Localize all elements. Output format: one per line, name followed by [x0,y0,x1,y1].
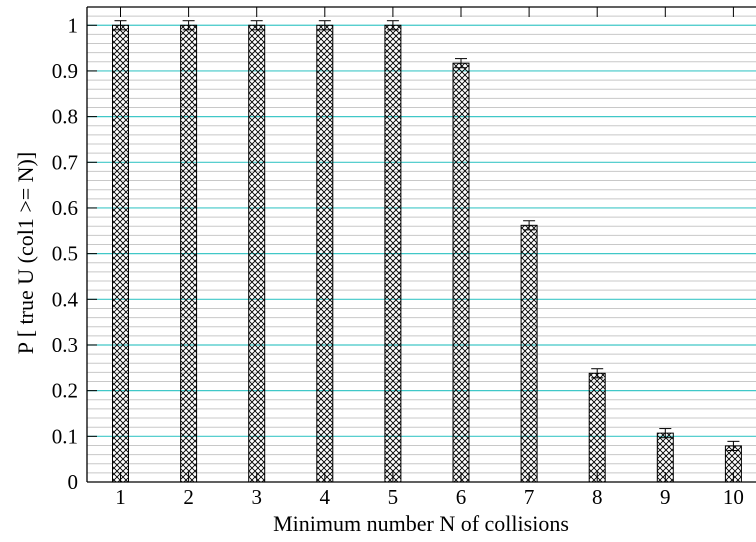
y-tick-label: 0.5 [52,242,78,266]
y-tick-label: 0 [68,470,79,494]
bars [112,20,742,483]
y-tick-label: 0.9 [52,59,78,83]
y-tick-label: 1 [68,13,79,37]
bar [316,24,334,483]
x-tick-label: 3 [251,485,262,509]
y-tick-label: 0.2 [52,379,78,403]
bar [452,62,470,483]
x-tick-label: 2 [183,485,194,509]
bar [180,24,198,483]
axes [86,6,756,483]
x-tick-label: 5 [388,485,399,509]
y-tick-label: 0.6 [52,196,78,220]
x-tick-label: 10 [723,485,744,509]
y-tick-label: 0.4 [52,287,79,311]
x-tick-label: 7 [524,485,535,509]
y-tick-label: 0.3 [52,333,78,357]
bar [248,24,266,483]
y-axis-title: P [ true U (col1 >= N)] [13,152,38,354]
y-tick-label: 0.8 [52,105,78,129]
x-axis-title: Minimum number N of collisions [273,511,569,536]
x-tick-label: 4 [320,485,331,509]
bar [520,224,538,483]
bar [588,372,606,483]
tick-labels: 0 0.1 0.2 0.3 0.4 0.5 0.6 0.7 0.8 0.9 1 1 2 3 4 5 6 7 8 9 10 [52,13,744,509]
x-tick-label: 1 [115,485,126,509]
x-tick-label: 9 [660,485,671,509]
grid-lines [87,15,756,474]
x-tick-label: 8 [592,485,603,509]
bar [112,24,129,483]
bar [384,24,402,483]
y-tick-label: 0.7 [52,150,78,174]
x-tick-label: 6 [456,485,467,509]
y-tick-label: 0.1 [52,424,78,448]
